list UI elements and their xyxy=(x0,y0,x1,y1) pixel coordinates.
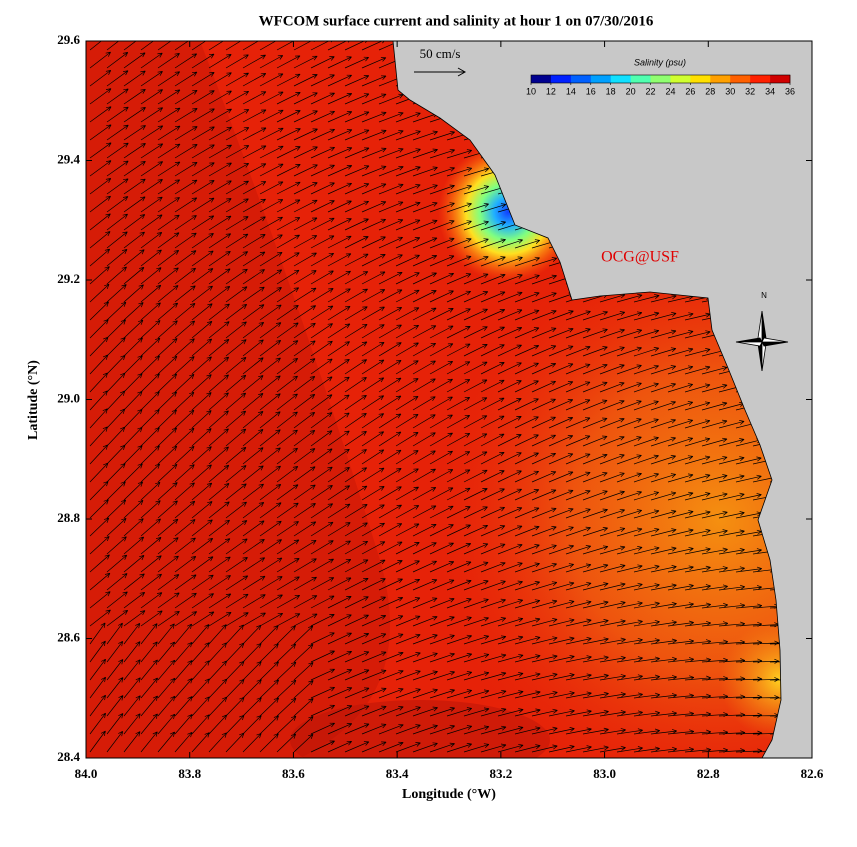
x-tick-label: 83.2 xyxy=(489,766,512,781)
colorbar-swatch xyxy=(750,75,771,83)
colorbar-swatch xyxy=(730,75,751,83)
y-tick-label: 28.4 xyxy=(57,749,80,764)
scale-label: 50 cm/s xyxy=(420,46,461,61)
x-tick-label: 82.8 xyxy=(697,766,720,781)
x-tick-label: 83.6 xyxy=(282,766,305,781)
colorbar-label: Salinity (psu) xyxy=(634,57,686,67)
colorbar-tick-label: 36 xyxy=(785,86,795,96)
colorbar-tick-label: 12 xyxy=(546,86,556,96)
colorbar-swatch xyxy=(770,75,791,83)
colorbar-tick-label: 26 xyxy=(685,86,695,96)
colorbar-swatch xyxy=(550,75,572,83)
land xyxy=(392,41,812,758)
x-tick-label: 82.6 xyxy=(801,766,824,781)
colorbar: 10 12 14 16 18 20 22 24 26 28 30 32 34 36 xyxy=(526,74,795,96)
colorbar-swatch xyxy=(531,75,552,83)
colorbar-tick-label: 28 xyxy=(705,86,715,96)
colorbar-tick-label: 20 xyxy=(626,86,636,96)
colorbar-tick-label: 16 xyxy=(586,86,596,96)
colorbar-tick-label: 10 xyxy=(526,86,536,96)
x-axis-label: Longitude (°W) xyxy=(402,787,496,802)
y-tick-label: 29.0 xyxy=(57,390,80,405)
colorbar-frame xyxy=(530,74,791,84)
colorbar-tick-label: 22 xyxy=(646,86,656,96)
salinity-field xyxy=(86,41,812,758)
colorbar-tick-label: 14 xyxy=(566,86,576,96)
colorbar-swatch xyxy=(610,75,631,83)
credit: OCG@USF xyxy=(601,249,679,266)
colorbar-tick-label: 34 xyxy=(765,86,775,96)
y-axis-label: Latitude (°N) xyxy=(26,360,41,440)
colorbar-tick-label: 32 xyxy=(745,86,755,96)
compass-label: N xyxy=(761,291,767,300)
colorbar-tick-label: 18 xyxy=(606,86,616,96)
colorbar-swatch xyxy=(570,75,592,83)
scale-arrow xyxy=(414,67,467,77)
colorbar-tick-label: 30 xyxy=(725,86,735,96)
y-tick-label: 29.6 xyxy=(57,32,80,47)
compass-rose xyxy=(735,310,789,372)
x-tick-label: 83.8 xyxy=(178,766,201,781)
map-title: WFCOM surface current and salinity at ho… xyxy=(259,13,654,29)
y-tick-label: 28.6 xyxy=(57,629,80,644)
colorbar-swatch xyxy=(630,75,651,83)
colorbar-swatch xyxy=(690,75,711,83)
colorbar-swatch xyxy=(590,75,611,83)
x-tick-label: 83.4 xyxy=(386,766,409,781)
colorbar-swatch xyxy=(670,75,691,83)
y-tick-label: 29.4 xyxy=(57,151,80,166)
colorbar-swatch xyxy=(650,75,671,83)
colorbar-swatch xyxy=(710,75,731,83)
colorbar-tick-label: 24 xyxy=(665,86,675,96)
y-tick-label: 28.8 xyxy=(57,510,80,525)
x-tick-label: 83.0 xyxy=(593,766,616,781)
x-tick-label: 84.0 xyxy=(75,766,98,781)
y-tick-label: 29.2 xyxy=(57,271,80,286)
